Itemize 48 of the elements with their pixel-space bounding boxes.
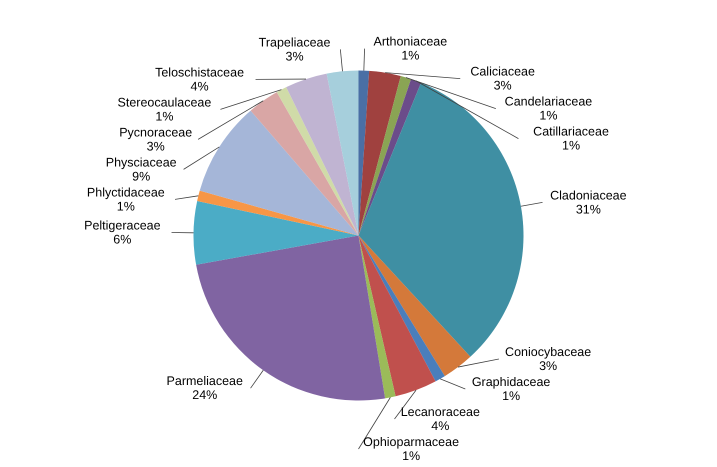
slice-label: Caliciaceae xyxy=(470,64,535,79)
data-label: 1% xyxy=(562,138,580,153)
pie-slice xyxy=(250,92,358,236)
pie-slice xyxy=(358,76,412,236)
data-label: 1% xyxy=(116,199,135,214)
data-label: 4% xyxy=(431,419,450,433)
pie-slice xyxy=(358,236,470,376)
slice-label: Pycnoraceae xyxy=(119,125,192,140)
pie-slice xyxy=(358,236,445,382)
slice-label: Arthoniaceae xyxy=(374,34,448,49)
data-label: 24% xyxy=(192,388,218,402)
data-label: 1% xyxy=(402,449,420,463)
pie-slice xyxy=(326,70,358,236)
slice-label: Cladoniaceae xyxy=(550,188,627,202)
pie-slice xyxy=(276,87,358,236)
pie-slice xyxy=(194,201,358,265)
data-label: 3% xyxy=(146,139,165,154)
data-label: 6% xyxy=(113,232,132,246)
slice-label: Coniocybaceae xyxy=(505,345,592,359)
data-label: 4% xyxy=(190,79,209,94)
slice-label: Phlyctidaceae xyxy=(86,185,165,200)
slice-label: Physciaceae xyxy=(106,155,177,170)
slice-label: Lecanoraceae xyxy=(400,405,480,419)
data-label: 31% xyxy=(576,202,601,216)
slice-label: Teloschistaceae xyxy=(155,65,244,80)
data-label: 3% xyxy=(494,78,512,93)
slice-label: Candelariaceae xyxy=(504,94,592,109)
pie-slice xyxy=(358,70,401,236)
data-label: 9% xyxy=(132,169,150,184)
slice-label: Peltigeraceae xyxy=(84,218,161,232)
pie-slice xyxy=(197,190,358,236)
pie-slice xyxy=(200,110,358,236)
slice-label: Trapeliaceae xyxy=(258,35,331,50)
slice-label: Graphidaceae xyxy=(472,375,550,389)
data-label: 3% xyxy=(539,359,558,373)
data-label: 1% xyxy=(539,108,558,123)
slice-label: Stereocaulaceae xyxy=(118,95,212,110)
pie-slice xyxy=(286,74,358,236)
slice-label: Parmeliaceae xyxy=(166,374,244,388)
slice-label: Ophioparmaceae xyxy=(363,435,460,449)
data-label: 1% xyxy=(502,389,520,403)
data-label: 1% xyxy=(401,48,420,63)
slice-label: Catillariaceae xyxy=(533,124,609,139)
data-label: 1% xyxy=(155,109,174,124)
pie-slice xyxy=(358,79,422,236)
data-label: 3% xyxy=(286,49,304,64)
pie-slice xyxy=(358,236,396,398)
pie-slice xyxy=(358,236,436,396)
